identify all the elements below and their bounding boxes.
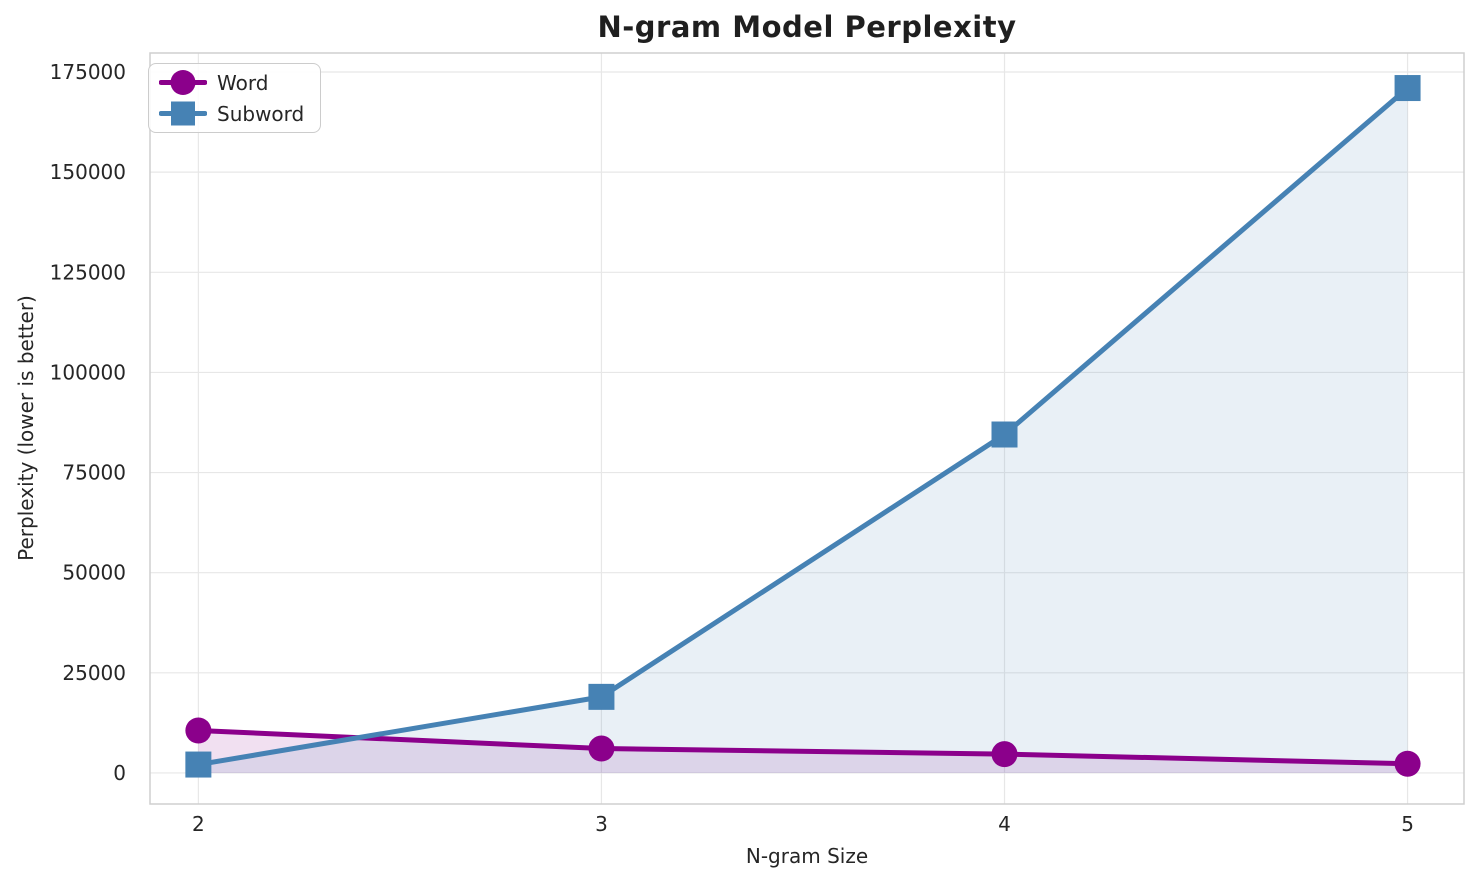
series-word-marker [991,741,1018,768]
y-tick-label: 150000 [50,160,126,184]
series-subword-marker [1394,75,1421,102]
x-tick-label: 3 [595,812,608,836]
y-tick-label: 25000 [62,661,126,685]
y-tick-label: 50000 [62,561,126,585]
x-axis-label: N-gram Size [745,844,869,868]
series-subword-line [195,85,1411,768]
x-tick-label: 4 [998,812,1011,836]
axes-spines [149,52,1465,805]
series-word-marker [185,717,212,744]
x-tick-label: 2 [192,812,205,836]
legend-label-word: Word [217,70,269,95]
y-tick-label: 175000 [50,60,126,84]
y-tick-label: 0 [113,761,126,785]
series-word-marker [588,735,615,762]
y-tick-label: 100000 [50,360,126,384]
series-word-line [195,728,1411,767]
series-subword-marker [185,751,212,778]
series-subword-marker [991,421,1018,448]
y-tick-label: 75000 [62,461,126,485]
legend-circle-marker-icon [159,70,207,95]
legend-marker-sample [170,70,196,95]
series-subword-fill [198,88,1408,773]
series-subword-marker [588,683,615,710]
legend-square-marker-icon [159,101,207,126]
y-axis-label: Perplexity (lower is better) [14,295,38,561]
y-tick-label: 125000 [50,260,126,284]
chart-title: N-gram Model Perplexity [597,10,1017,44]
legend: Word Subword [148,63,322,133]
legend-label-subword: Subword [217,101,305,126]
legend-item-word: Word [159,67,304,98]
legend-item-subword: Subword [159,98,304,129]
legend-marker-sample [171,101,195,126]
series-word-marker [1394,750,1421,777]
x-tick-label: 5 [1401,812,1414,836]
